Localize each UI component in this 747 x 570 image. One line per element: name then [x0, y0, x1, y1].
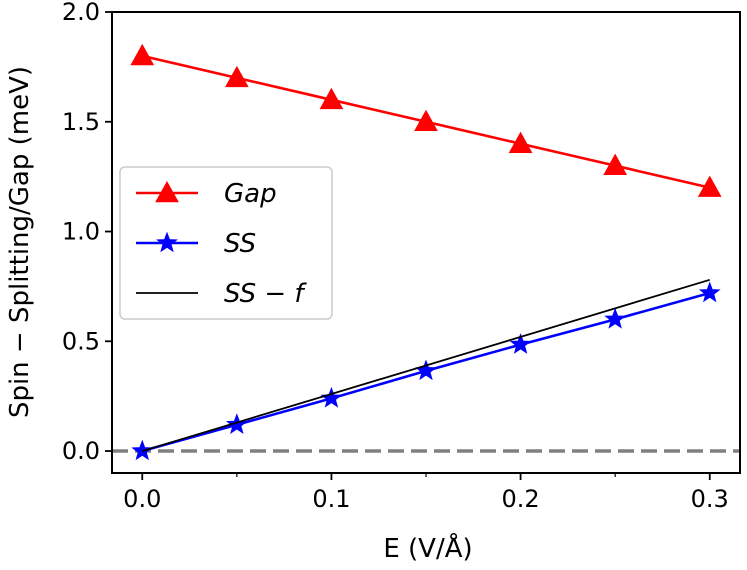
data-point-gap — [508, 131, 533, 154]
x-tick-label: 0.1 — [312, 485, 350, 513]
y-tick-label: 1.0 — [62, 218, 100, 246]
data-point-gap — [414, 109, 438, 132]
series-ss-f — [142, 278, 710, 452]
data-point-gap — [697, 175, 722, 197]
ticks-layer: 0.0 0.1 0.2 0.3 0.0 0.5 1.0 1.5 2.0 — [62, 0, 729, 513]
legend: Gap SS SS − f — [119, 166, 333, 320]
x-tick-label: 0.3 — [691, 485, 729, 513]
data-point-gap — [319, 87, 344, 110]
data-point-gap — [603, 153, 628, 175]
y-tick-label: 2.0 — [62, 0, 100, 26]
y-tick-label: 0.5 — [62, 327, 100, 355]
legend-entry-gap: Gap — [136, 179, 277, 209]
data-point-ss — [698, 281, 721, 303]
data-point-ss — [320, 386, 343, 408]
legend-marker-ss — [156, 231, 178, 253]
data-point-ss — [604, 307, 627, 329]
legend-label-ss: SS — [224, 229, 256, 259]
x-tick-label: 0.2 — [501, 485, 539, 513]
y-axis-label: Spin − Splitting/Gap (meV) — [5, 66, 35, 418]
data-point-ss — [509, 333, 532, 354]
legend-label-ss-f: SS − f — [224, 279, 307, 309]
data-point-gap — [130, 43, 155, 66]
series-line-ss-f — [142, 278, 710, 452]
y-tick-label: 0.0 — [62, 437, 100, 465]
data-point-ss — [131, 439, 154, 461]
data-point-gap — [224, 65, 249, 88]
y-tick-label: 1.5 — [62, 108, 100, 136]
legend-marker-gap — [155, 180, 179, 203]
legend-entry-ss-f: SS − f — [136, 279, 307, 309]
data-point-ss — [225, 413, 248, 434]
series-layer — [130, 43, 722, 461]
legend-label-gap: Gap — [224, 179, 277, 209]
x-tick-label: 0.0 — [123, 485, 161, 513]
x-axis-label: E (V/Å) — [383, 532, 472, 564]
legend-frame — [119, 166, 333, 320]
series-gap — [130, 43, 722, 197]
legend-entry-ss: SS — [136, 229, 256, 259]
